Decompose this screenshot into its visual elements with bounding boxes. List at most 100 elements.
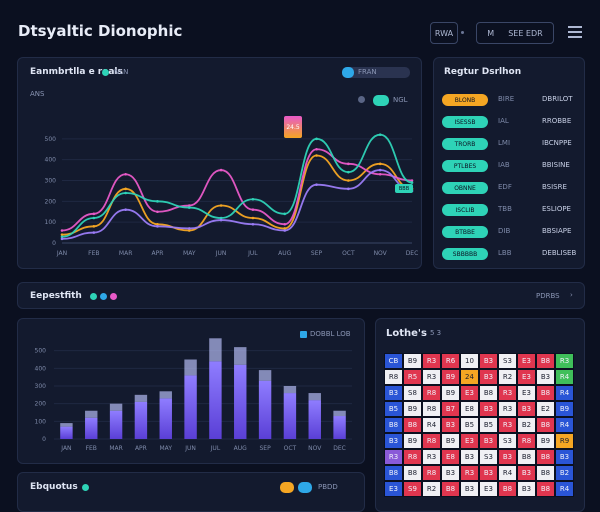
- heatmap-cell[interactable]: B3: [479, 401, 498, 417]
- list-item[interactable]: ISCLIB TBB ESLIOPE: [442, 201, 580, 219]
- heatmap-cell[interactable]: B8: [517, 449, 536, 465]
- heatmap-cell[interactable]: B8: [536, 465, 555, 481]
- heatmap-cell[interactable]: S3: [498, 433, 517, 449]
- heatmap-cell[interactable]: R4: [555, 369, 574, 385]
- heatmap-cell[interactable]: S3: [479, 449, 498, 465]
- heatmap-cell[interactable]: B5: [479, 417, 498, 433]
- heatmap-cell[interactable]: R8: [422, 433, 441, 449]
- heatmap-cell[interactable]: B9: [441, 433, 460, 449]
- heatmap-cell[interactable]: R3: [422, 353, 441, 369]
- heatmap-cell[interactable]: B8: [403, 465, 422, 481]
- strip-dot-blue[interactable]: [100, 293, 107, 300]
- heatmap-cell[interactable]: E3: [517, 385, 536, 401]
- heatmap-cell[interactable]: R6: [441, 353, 460, 369]
- heatmap-cell[interactable]: S3: [498, 353, 517, 369]
- heatmap-cell[interactable]: B3: [555, 449, 574, 465]
- heatmap-cell[interactable]: R8: [384, 369, 403, 385]
- heatmap-cell[interactable]: B8: [536, 481, 555, 497]
- list-item[interactable]: SBBBBB LBB DEBLISEB: [442, 245, 580, 263]
- heatmap-cell[interactable]: E8: [460, 401, 479, 417]
- heatmap-cell[interactable]: B8: [384, 417, 403, 433]
- heatmap-cell[interactable]: B2: [555, 465, 574, 481]
- heatmap-cell[interactable]: B3: [536, 369, 555, 385]
- heatmap-cell[interactable]: R5: [403, 369, 422, 385]
- list-item[interactable]: TRORB LMI IBCNPPE: [442, 135, 580, 153]
- menu-icon[interactable]: [568, 26, 582, 38]
- bottom-pill-blue[interactable]: [298, 482, 312, 493]
- heatmap-cell[interactable]: E3: [460, 385, 479, 401]
- strip-dot-teal[interactable]: [90, 293, 97, 300]
- heatmap-cell[interactable]: CB: [384, 353, 403, 369]
- heatmap-cell[interactable]: R4: [422, 417, 441, 433]
- heatmap-cell[interactable]: B8: [498, 481, 517, 497]
- list-item[interactable]: OBNNE EDF BSISRE: [442, 179, 580, 197]
- list-item[interactable]: ISESSB IAL RROBBE: [442, 113, 580, 131]
- heatmap-cell[interactable]: R3: [498, 401, 517, 417]
- list-item[interactable]: BLONB BIRE DBRILOT: [442, 91, 580, 109]
- heatmap-cell[interactable]: B3: [384, 433, 403, 449]
- heatmap-cell[interactable]: B3: [498, 449, 517, 465]
- heatmap-cell[interactable]: 10: [460, 353, 479, 369]
- heatmap-cell[interactable]: B8: [536, 385, 555, 401]
- heatmap-cell[interactable]: B3: [517, 401, 536, 417]
- heatmap-cell[interactable]: R3: [460, 465, 479, 481]
- heatmap-cell[interactable]: E2: [536, 401, 555, 417]
- heatmap-cell[interactable]: E3: [384, 481, 403, 497]
- chevron-right-icon[interactable]: ›: [570, 291, 573, 299]
- heatmap-cell[interactable]: B3: [441, 417, 460, 433]
- heatmap-cell[interactable]: B8: [536, 417, 555, 433]
- heatmap-cell[interactable]: E3: [517, 369, 536, 385]
- heatmap-cell[interactable]: S9: [403, 481, 422, 497]
- heatmap-cell[interactable]: R8: [517, 433, 536, 449]
- heatmap-cell[interactable]: R9: [555, 433, 574, 449]
- list-item[interactable]: BTBBE DIB BBSIAPE: [442, 223, 580, 241]
- heatmap-cell[interactable]: B5: [384, 401, 403, 417]
- heatmap-cell[interactable]: R2: [498, 369, 517, 385]
- heatmap-cell[interactable]: E3: [517, 353, 536, 369]
- heatmap-cell[interactable]: B3: [384, 385, 403, 401]
- heatmap-cell[interactable]: R8: [422, 385, 441, 401]
- range-control[interactable]: FRAN: [342, 67, 410, 78]
- heatmap-cell[interactable]: B9: [536, 433, 555, 449]
- heatmap-cell[interactable]: B3: [479, 353, 498, 369]
- heatmap-cell[interactable]: R3: [422, 449, 441, 465]
- heatmap-cell[interactable]: E3: [460, 433, 479, 449]
- heatmap-cell[interactable]: B3: [517, 481, 536, 497]
- strip-right-label[interactable]: PDRBS: [536, 292, 560, 300]
- heatmap-cell[interactable]: B5: [460, 417, 479, 433]
- heatmap-cell[interactable]: B3: [479, 369, 498, 385]
- heatmap-cell[interactable]: B3: [441, 465, 460, 481]
- heatmap-cell[interactable]: B9: [403, 353, 422, 369]
- strip-dot-pink[interactable]: [110, 293, 117, 300]
- heatmap-cell[interactable]: 24: [460, 369, 479, 385]
- heatmap-cell[interactable]: E8: [441, 449, 460, 465]
- heatmap-cell[interactable]: R3: [498, 385, 517, 401]
- heatmap-cell[interactable]: B7: [441, 401, 460, 417]
- heatmap-cell[interactable]: B3: [460, 449, 479, 465]
- heatmap-cell[interactable]: B9: [441, 385, 460, 401]
- heatmap-cell[interactable]: R4: [555, 417, 574, 433]
- heatmap-cell[interactable]: B8: [479, 385, 498, 401]
- toggle-pill[interactable]: [373, 95, 389, 106]
- heatmap-cell[interactable]: S8: [403, 385, 422, 401]
- list-item[interactable]: PTLBES IAB BBISINE: [442, 157, 580, 175]
- heatmap-cell[interactable]: R3: [498, 417, 517, 433]
- heatmap-cell[interactable]: B9: [441, 369, 460, 385]
- heatmap-cell[interactable]: R8: [403, 449, 422, 465]
- bottom-pill-orange[interactable]: [280, 482, 294, 493]
- heatmap-cell[interactable]: B8: [384, 465, 403, 481]
- heatmap-cell[interactable]: E3: [479, 481, 498, 497]
- heatmap-cell[interactable]: R4: [555, 481, 574, 497]
- heatmap-cell[interactable]: B9: [555, 401, 574, 417]
- heatmap-cell[interactable]: R4: [555, 385, 574, 401]
- heatmap-cell[interactable]: B8: [536, 449, 555, 465]
- heatmap-cell[interactable]: R2: [422, 481, 441, 497]
- heatmap-cell[interactable]: B9: [403, 433, 422, 449]
- heatmap-cell[interactable]: R4: [498, 465, 517, 481]
- heatmap-cell[interactable]: B8: [403, 417, 422, 433]
- filter-chip[interactable]: M SEE EDR: [476, 22, 554, 44]
- heatmap-cell[interactable]: B8: [441, 481, 460, 497]
- heatmap-cell[interactable]: R3: [555, 353, 574, 369]
- view-chip[interactable]: RWA: [430, 22, 458, 44]
- heatmap-cell[interactable]: B3: [517, 465, 536, 481]
